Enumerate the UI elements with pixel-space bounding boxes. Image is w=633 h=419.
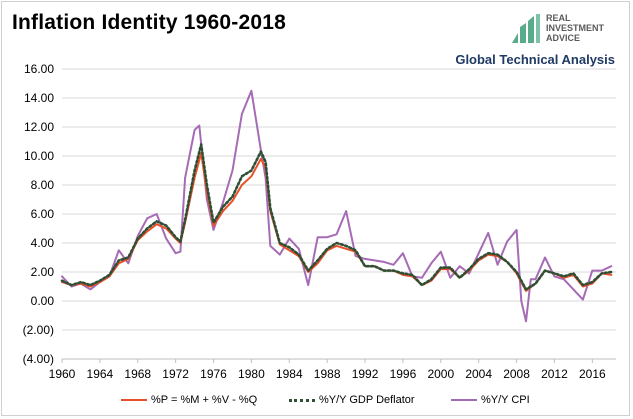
chart-title: Inflation Identity 1960-2018 — [12, 11, 287, 34]
chart-subtitle: Global Technical Analysis — [455, 52, 615, 67]
x-tick-label: 1976 — [200, 367, 227, 381]
x-tick-label: 1980 — [238, 367, 265, 381]
legend-label-identity: %P = %M + %V - %Q — [151, 394, 258, 406]
legend-label-cpi: %Y/Y CPI — [481, 394, 530, 406]
y-tick-label: 16.00 — [24, 62, 54, 76]
legend-swatch-identity — [121, 399, 147, 401]
line-chart: 16.00 14.00 12.00 10.00 8.00 6.00 4.00 2.00 0.00… — [23, 62, 616, 381]
x-tick-label: 2016 — [579, 367, 606, 381]
x-tick-label: 2008 — [503, 367, 530, 381]
x-tick-label: 1964 — [87, 367, 114, 381]
y-tick-label: 14.00 — [24, 91, 54, 105]
y-tick-label: (2.00) — [23, 323, 54, 337]
logo-line-3: ADVICE — [546, 33, 581, 43]
legend-label-deflator: %Y/Y GDP Deflator — [319, 394, 415, 406]
x-tick-label: 1996 — [390, 367, 417, 381]
x-tick-label: 1960 — [49, 367, 76, 381]
brand-logo: REAL INVESTMENT ADVICE — [510, 12, 628, 48]
x-tick-label: 2012 — [541, 367, 568, 381]
y-tick-label: 12.00 — [24, 120, 54, 134]
y-tick-label: (4.00) — [23, 352, 54, 366]
y-tick-label: 8.00 — [31, 178, 55, 192]
logo-wordmark: REAL INVESTMENT ADVICE — [546, 13, 604, 43]
logo-line-2: INVESTMENT — [546, 23, 605, 33]
y-tick-label: 2.00 — [31, 265, 55, 279]
logo-line-1: REAL — [546, 13, 571, 23]
legend-swatch-deflator — [289, 398, 315, 402]
legend-item-deflator: %Y/Y GDP Deflator — [289, 391, 415, 409]
x-tick-label: 2004 — [465, 367, 492, 381]
x-tick-label: 2000 — [427, 367, 454, 381]
x-tick-label: 1984 — [276, 367, 303, 381]
y-tick-label: 0.00 — [31, 294, 55, 308]
rising-bars-logo-icon — [512, 14, 540, 43]
x-tick-label: 1968 — [124, 367, 151, 381]
x-tick-label: 1972 — [162, 367, 189, 381]
y-tick-label: 10.00 — [24, 149, 54, 163]
x-tick-label: 1992 — [352, 367, 379, 381]
legend-swatch-cpi — [451, 399, 477, 401]
series-line-deflator — [60, 143, 613, 291]
legend-item-identity: %P = %M + %V - %Q — [121, 391, 257, 409]
y-tick-label: 6.00 — [31, 207, 55, 221]
legend-item-cpi: %Y/Y CPI — [451, 391, 530, 409]
y-tick-label: 4.00 — [31, 236, 55, 250]
chart-legend: %P = %M + %V - %Q %Y/Y GDP Deflator %Y/Y… — [2, 391, 629, 409]
x-tick-label: 1988 — [314, 367, 341, 381]
